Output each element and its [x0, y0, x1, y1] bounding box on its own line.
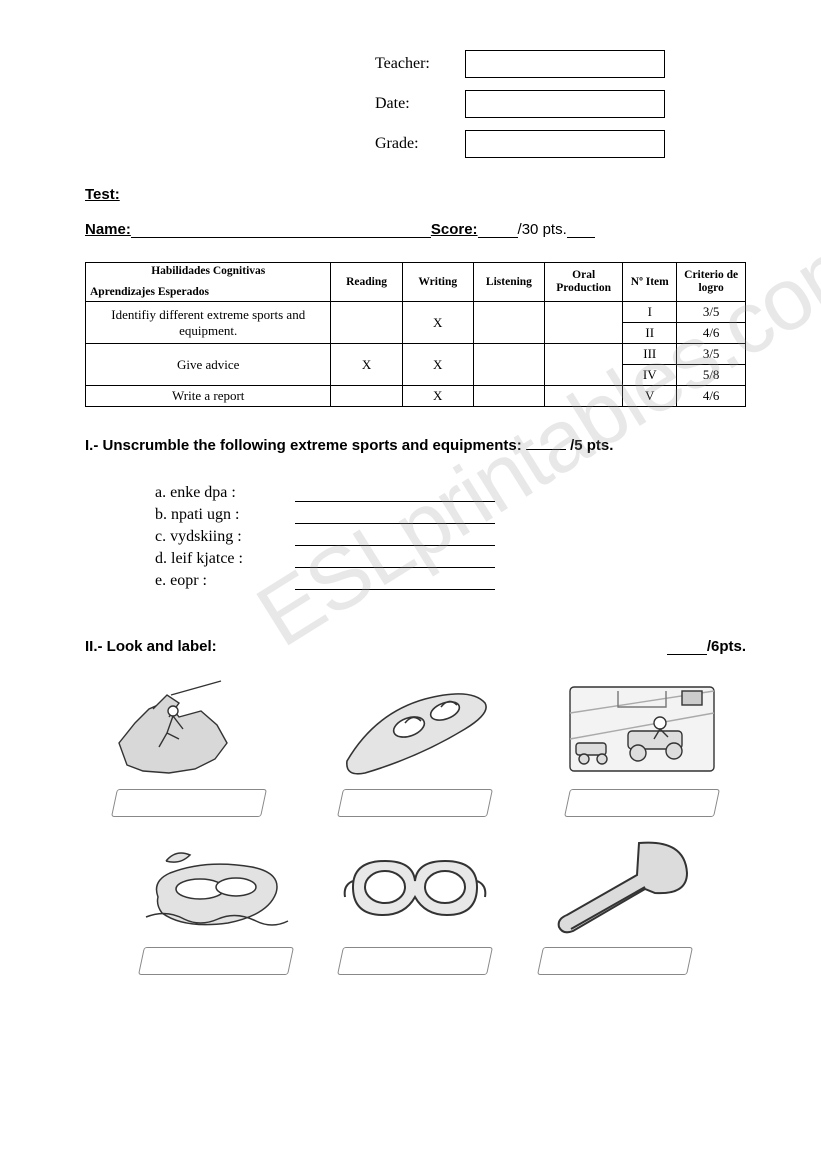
- unscramble-row: c. vydskiing :: [155, 528, 746, 546]
- rubric-aprend: Write a report: [86, 386, 331, 407]
- q2-heading: II.- Look and label:: [85, 638, 217, 655]
- unscramble-row: b. npati ugn :: [155, 506, 746, 524]
- snowboard-icon: [335, 673, 495, 783]
- date-label: Date:: [375, 95, 465, 113]
- rubric-head-reading: Reading: [331, 263, 402, 302]
- unscramble-label: d. leif kjatce :: [155, 550, 295, 568]
- rubric-criterio: 4/6: [677, 386, 746, 407]
- header-block: Teacher: Date: Grade:: [375, 50, 746, 158]
- rubric-oral: [545, 302, 623, 344]
- unscramble-list: a. enke dpa : b. npati ugn : c. vydskiing …: [155, 484, 746, 590]
- rubric-criterio: 3/5: [677, 344, 746, 365]
- unscramble-row: d. leif kjatce :: [155, 550, 746, 568]
- image-row-1: [85, 673, 746, 817]
- img-item-rafting: [136, 831, 296, 975]
- unscramble-label: c. vydskiing :: [155, 528, 295, 546]
- rubric-reading: [331, 302, 402, 344]
- rubric-criterio: 4/6: [677, 323, 746, 344]
- rubric-writing: X: [402, 344, 473, 386]
- name-label: Name:: [85, 221, 131, 238]
- teacher-label: Teacher:: [375, 55, 465, 73]
- rubric-head-criterio: Criterio de logro: [677, 263, 746, 302]
- rubric-row: Identifiy different extreme sports and e…: [86, 302, 746, 323]
- rubric-aprend: Identifiy different extreme sports and e…: [86, 302, 331, 344]
- q1-heading: I.- Unscrumble the following extreme spo…: [85, 437, 526, 454]
- rubric-table: Habilidades Cognitivas Aprendizajes Espe…: [85, 262, 746, 407]
- img-item-paddle: [535, 831, 695, 975]
- q2-score-blank[interactable]: [667, 638, 707, 655]
- label-slot[interactable]: [338, 947, 494, 975]
- rubric-head-oral: Oral Production: [545, 263, 623, 302]
- rubric-listening: [473, 386, 544, 407]
- rubric-oral: [545, 386, 623, 407]
- answer-blank[interactable]: [295, 508, 495, 524]
- answer-blank[interactable]: [295, 530, 495, 546]
- rubric-listening: [473, 302, 544, 344]
- test-label: Test:: [85, 186, 120, 203]
- climbing-icon: [109, 673, 269, 783]
- q1-heading-row: I.- Unscrumble the following extreme spo…: [85, 437, 746, 454]
- img-item-snowboarding: [335, 673, 495, 817]
- rubric-writing: X: [402, 302, 473, 344]
- image-row-2: [85, 831, 746, 975]
- q2-heading-row: II.- Look and label: /6pts.: [85, 638, 746, 655]
- score-label: Score:: [431, 221, 478, 238]
- rubric-item: III: [623, 344, 677, 365]
- rubric-aprend: Give advice: [86, 344, 331, 386]
- unscramble-label: a. enke dpa :: [155, 484, 295, 502]
- rubric-listening: [473, 344, 544, 386]
- unscramble-label: e. eopr :: [155, 572, 295, 590]
- img-item-climbing: [109, 673, 269, 817]
- score-total: /30 pts.: [518, 221, 567, 238]
- goggles-icon: [335, 831, 495, 941]
- rubric-head-writing: Writing: [402, 263, 473, 302]
- answer-blank[interactable]: [295, 574, 495, 590]
- grade-label: Grade:: [375, 135, 465, 153]
- name-blank[interactable]: [131, 237, 431, 238]
- label-slot[interactable]: [564, 789, 720, 817]
- img-item-goggles: [335, 831, 495, 975]
- grade-box[interactable]: [465, 130, 665, 158]
- answer-blank[interactable]: [295, 486, 495, 502]
- rubric-row: Give adviceXXIII3/5: [86, 344, 746, 365]
- rubric-head-aprendizajes: Aprendizajes Esperados: [90, 286, 326, 299]
- rubric-writing: X: [402, 386, 473, 407]
- date-box[interactable]: [465, 90, 665, 118]
- unscramble-row: e. eopr :: [155, 572, 746, 590]
- q1-points: /5 pts.: [570, 437, 613, 454]
- unscramble-row: a. enke dpa :: [155, 484, 746, 502]
- img-item-gokart: [562, 673, 722, 817]
- rubric-criterio: 5/8: [677, 365, 746, 386]
- label-slot[interactable]: [338, 789, 494, 817]
- q2-points: /6pts.: [707, 638, 746, 655]
- label-slot[interactable]: [111, 789, 267, 817]
- rubric-criterio: 3/5: [677, 302, 746, 323]
- rubric-head-listening: Listening: [473, 263, 544, 302]
- paddle-icon: [535, 831, 695, 941]
- score-blank[interactable]: [478, 237, 518, 238]
- rubric-reading: [331, 386, 402, 407]
- rubric-item: V: [623, 386, 677, 407]
- teacher-box[interactable]: [465, 50, 665, 78]
- q1-score-blank[interactable]: [526, 449, 566, 450]
- rubric-row: Write a report X V4/6: [86, 386, 746, 407]
- raft-icon: [136, 831, 296, 941]
- answer-blank[interactable]: [295, 552, 495, 568]
- gokart-icon: [562, 673, 722, 783]
- rubric-item: IV: [623, 365, 677, 386]
- rubric-head-item: Nº Item: [623, 263, 677, 302]
- unscramble-label: b. npati ugn :: [155, 506, 295, 524]
- rubric-oral: [545, 344, 623, 386]
- rubric-item: I: [623, 302, 677, 323]
- rubric-reading: X: [331, 344, 402, 386]
- score-trail-blank: [567, 237, 595, 238]
- rubric-head-cognitivas: Habilidades Cognitivas: [90, 265, 326, 278]
- label-slot[interactable]: [537, 947, 693, 975]
- rubric-item: II: [623, 323, 677, 344]
- label-slot[interactable]: [138, 947, 294, 975]
